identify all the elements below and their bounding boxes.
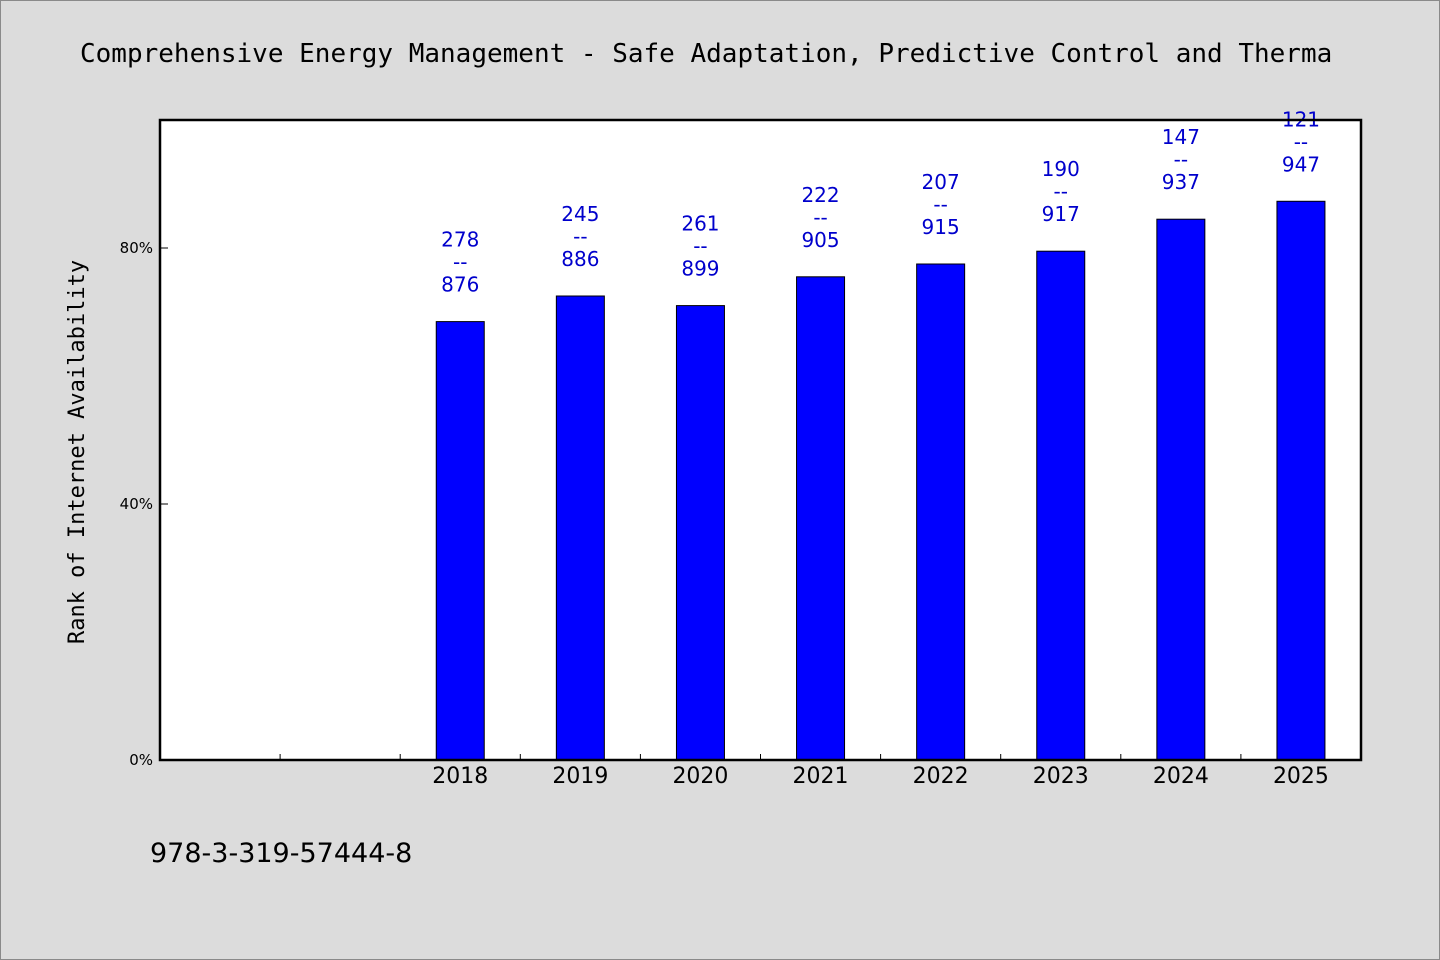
bar: [1036, 250, 1086, 761]
y-axis-label: Rank of Internet Availability: [65, 260, 90, 644]
data-label: 222: [801, 183, 839, 207]
data-labels-group: 278--876245--886261--899222--905207--915…: [441, 107, 1320, 296]
x-tick-label: 2018: [432, 764, 488, 789]
bar: [916, 263, 966, 761]
data-label: 147: [1162, 125, 1200, 149]
data-label: 190: [1042, 157, 1080, 181]
data-label: 876: [441, 273, 479, 297]
data-label: 886: [561, 247, 599, 271]
bar: [796, 276, 846, 761]
bar: [675, 305, 725, 761]
data-label: --: [813, 205, 827, 229]
bar: [435, 321, 485, 761]
data-label: 947: [1282, 152, 1320, 176]
data-label: 261: [681, 212, 719, 236]
data-label: --: [1054, 180, 1068, 204]
data-label: 207: [922, 170, 960, 194]
x-tick-label: 2019: [552, 764, 608, 789]
x-tick-label: 2020: [672, 764, 728, 789]
x-tick-label: 2025: [1273, 764, 1329, 789]
y-tick-label: 40%: [120, 495, 153, 513]
data-label: 245: [561, 202, 599, 226]
y-axis: 0% 40% 80%: [120, 239, 168, 769]
data-label: --: [693, 234, 707, 258]
bars-group: [435, 200, 1326, 761]
data-label: --: [933, 193, 947, 217]
y-tick-label: 80%: [120, 239, 153, 257]
x-tick-label: 2023: [1033, 764, 1089, 789]
x-tick-label: 2022: [913, 764, 969, 789]
isbn-footer: 978-3-319-57444-8: [150, 838, 412, 869]
data-label: --: [453, 250, 467, 274]
y-tick-label: 0%: [129, 751, 153, 769]
x-tick-label: 2024: [1153, 764, 1209, 789]
bar: [1276, 200, 1326, 761]
data-label: 899: [681, 257, 719, 281]
data-label: 278: [441, 228, 479, 252]
x-tick-label: 2021: [793, 764, 849, 789]
data-label: 937: [1162, 170, 1200, 194]
x-axis: 2018 2019 2020 2021 2022 2023 2024 2025: [279, 754, 1329, 789]
chart-title: Comprehensive Energy Management - Safe A…: [80, 39, 1332, 69]
data-label: --: [573, 225, 587, 249]
data-label: 905: [801, 228, 839, 252]
bar: [1156, 218, 1206, 761]
data-label: --: [1294, 130, 1308, 154]
data-label: --: [1174, 148, 1188, 172]
data-label: 917: [1042, 202, 1080, 226]
bar: [555, 295, 605, 761]
data-label: 915: [922, 215, 960, 239]
